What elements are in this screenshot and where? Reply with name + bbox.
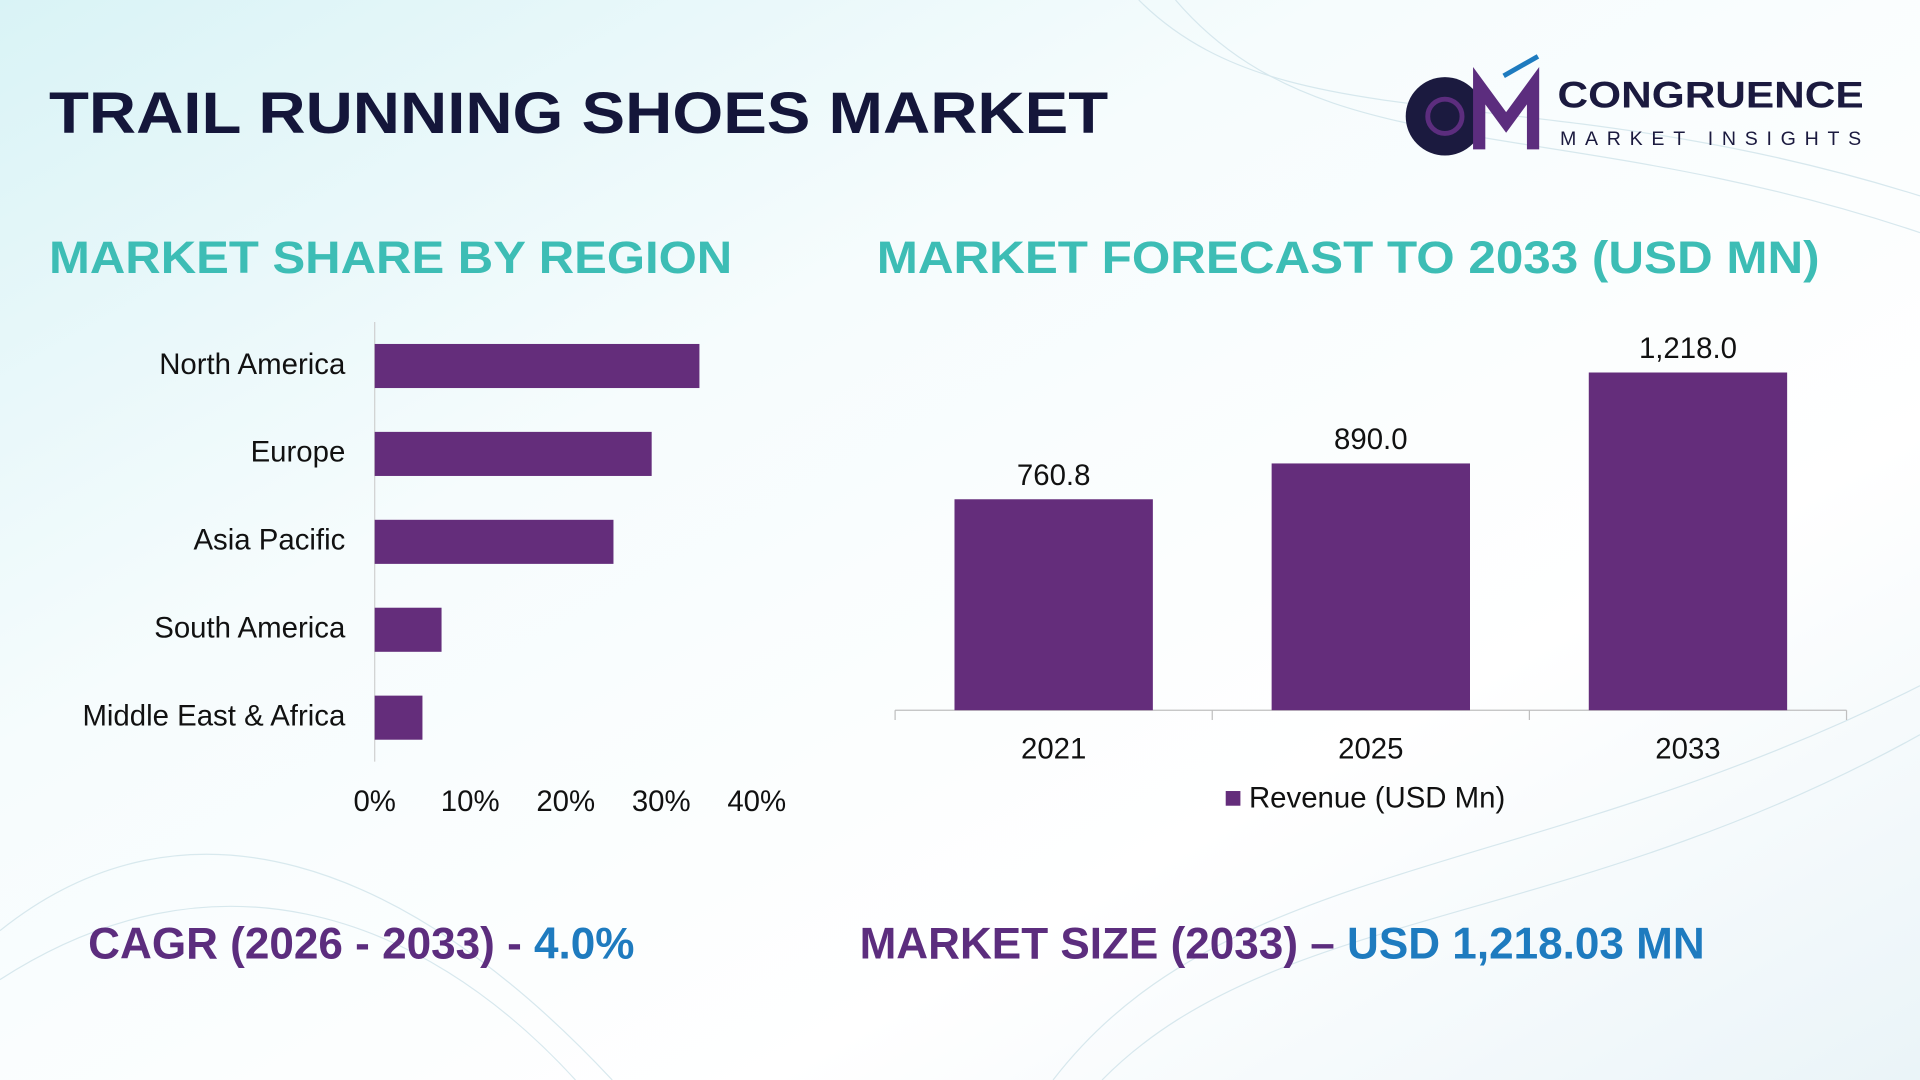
bar — [374, 607, 442, 652]
logo-globe — [1425, 96, 1465, 136]
data-label: 1,218.0 — [1639, 332, 1737, 365]
x-tick-label: 40% — [727, 785, 786, 818]
chart-title: MARKET SHARE BY REGION — [49, 232, 732, 283]
x-tick-label: 20% — [536, 785, 595, 818]
logo: CONGRUENCE MARKET INSIGHTS — [1405, 54, 1864, 156]
y-tick-label: Europe — [251, 436, 346, 469]
market-size-value: USD 1,218.03 MN — [1347, 919, 1705, 968]
logo-icon — [1405, 77, 1485, 156]
logo-m — [1473, 67, 1540, 150]
y-tick-label: South America — [154, 612, 346, 645]
cagr-value: 4.0% — [534, 919, 634, 968]
cagr-label: CAGR (2026 - 2033) - — [88, 919, 534, 968]
x-tick-label: 2025 — [1338, 732, 1403, 765]
bar — [1271, 463, 1470, 711]
bar — [374, 519, 614, 564]
page-title: TRAIL RUNNING SHOES MARKET — [49, 81, 1108, 146]
cagr: CAGR (2026 - 2033) - 4.0% — [88, 919, 634, 968]
bar — [374, 431, 652, 476]
x-tick-label: 10% — [441, 785, 500, 818]
logo-arrow — [1502, 54, 1540, 79]
legend-label: Revenue (USD Mn) — [1249, 781, 1505, 814]
chart-title: MARKET FORECAST TO 2033 (USD MN) — [877, 232, 1820, 283]
market-size: MARKET SIZE (2033) – USD 1,218.03 MN — [860, 919, 1705, 968]
x-tick-label: 2021 — [1021, 732, 1086, 765]
market-size-label: MARKET SIZE (2033) – — [860, 919, 1347, 968]
bar — [374, 343, 700, 389]
bar — [954, 499, 1153, 711]
y-tick-label: Middle East & Africa — [82, 699, 346, 732]
data-label: 890.0 — [1334, 423, 1408, 456]
legend-swatch — [1225, 791, 1241, 806]
data-label: 760.8 — [1017, 459, 1091, 492]
y-tick-label: Asia Pacific — [193, 524, 345, 557]
logo-tagline: MARKET INSIGHTS — [1560, 128, 1861, 150]
logo-name: CONGRUENCE — [1558, 75, 1864, 116]
x-tick-label: 30% — [632, 785, 691, 818]
y-tick-label: North America — [159, 348, 346, 381]
bar — [1588, 372, 1788, 711]
x-tick-label: 0% — [353, 785, 395, 818]
bar — [374, 695, 423, 740]
x-tick-label: 2033 — [1655, 732, 1720, 765]
